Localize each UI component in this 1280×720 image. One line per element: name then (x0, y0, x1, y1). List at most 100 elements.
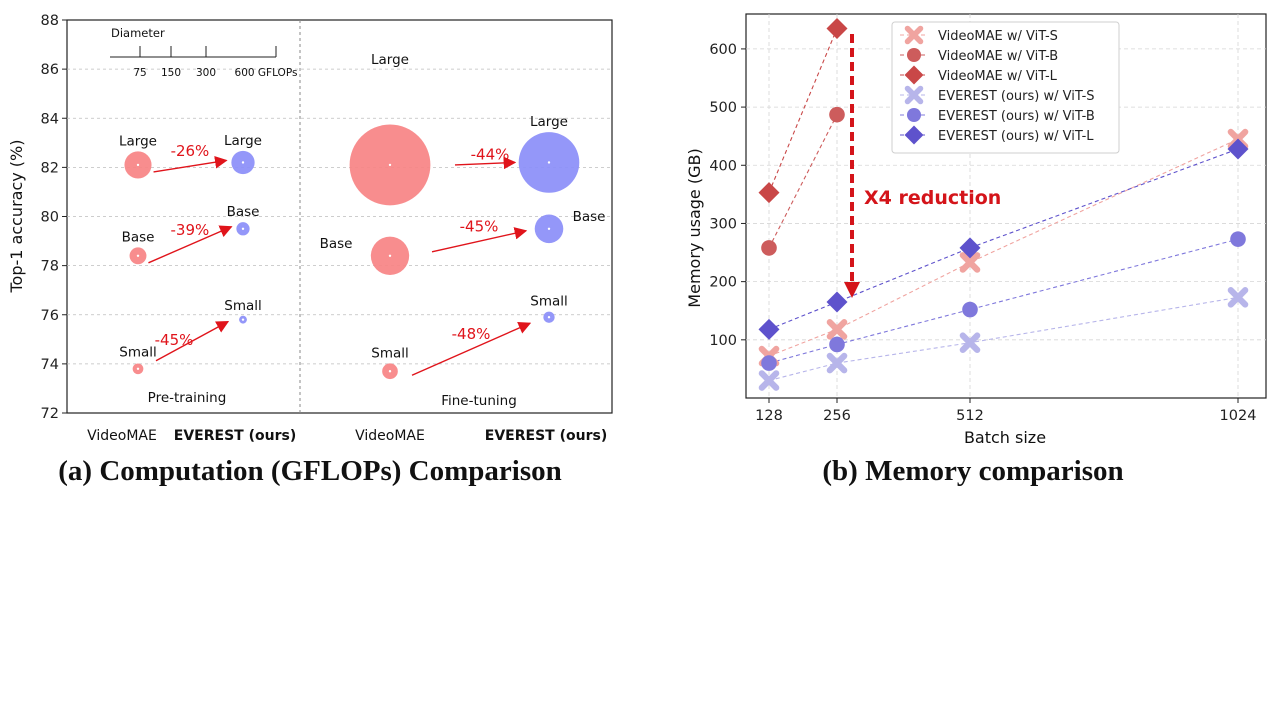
bubble-label: Large (224, 133, 262, 149)
bubble-label: Small (224, 298, 262, 314)
bubble-label: Base (573, 209, 606, 225)
series-marker-4 (1230, 231, 1246, 247)
panel-label-pretraining: Pre-training (148, 390, 227, 406)
chart-b-legend: VideoMAE w/ ViT-S VideoMAE w/ ViT-B VideoM… (891, 21, 1120, 154)
series-line-5 (768, 148, 1239, 330)
y-tick-label: 600 (709, 42, 737, 58)
bubble-label: Base (122, 229, 155, 245)
category-videomae-finetune: VideoMAE (355, 428, 425, 444)
chart-b-x-axis-label: Batch size (964, 428, 1046, 447)
series-line-3 (768, 296, 1239, 382)
y-tick-label: 80 (41, 210, 59, 226)
legend-label: VideoMAE w/ ViT-L (938, 69, 1058, 84)
series-marker-4 (829, 336, 845, 353)
bubble-center (241, 318, 245, 321)
legend-marker (904, 125, 924, 145)
diameter-legend-label: 150 (161, 67, 181, 79)
bubble-label: Small (119, 344, 157, 360)
y-tick-label: 88 (41, 13, 59, 29)
legend-marker (904, 25, 924, 45)
y-tick-label: 400 (709, 158, 737, 174)
bubble-label: Large (530, 114, 568, 130)
legend-label: EVEREST (ours) w/ ViT-L (938, 129, 1094, 144)
caption-a: (a) Computation (GFLOPs) Comparison (58, 455, 561, 487)
y-tick-label: 76 (41, 308, 59, 324)
bubble-center (136, 163, 140, 167)
series-marker-0 (959, 252, 981, 273)
y-tick-label: 200 (709, 275, 737, 291)
y-tick-label: 84 (41, 111, 59, 127)
x-tick-label: 128 (755, 408, 783, 424)
y-tick-label: 300 (709, 216, 737, 232)
diameter-legend: Diameter 75 150 300 600 GFLOPs (110, 26, 297, 79)
series-marker-5 (826, 291, 848, 313)
chart-b-markers (758, 18, 1249, 391)
reduction-label-base: -39% (171, 221, 210, 239)
y-tick-label: 82 (41, 160, 59, 176)
series-marker-5 (1227, 138, 1249, 160)
reduction-annotation: X4 reduction (864, 187, 1001, 209)
diameter-legend-label: 600 GFLOPs (235, 67, 298, 79)
y-tick-label: 72 (41, 406, 59, 422)
bubble-center (388, 163, 392, 167)
y-tick-label: 78 (41, 259, 59, 275)
y-tick-label: 74 (41, 357, 59, 373)
reduction-arrow-large (454, 156, 517, 170)
chart-a-arrows: -26% -39% -45% -44% -45% -48% (148, 142, 532, 376)
bubble-center (547, 227, 551, 230)
series-line-0 (768, 138, 1239, 357)
series-line-2 (768, 28, 838, 193)
y-tick-label: 86 (41, 62, 59, 78)
chart-a-gridlines (67, 68, 612, 365)
bubble-center (388, 254, 392, 257)
reduction-label-large: -26% (171, 142, 210, 160)
legend-box (891, 21, 1120, 154)
chart-a-y-axis-label: Top-1 accuracy (%) (7, 140, 26, 294)
series-marker-0 (826, 319, 848, 340)
series-marker-3 (826, 352, 848, 374)
bubble-label: Large (371, 52, 409, 68)
reduction-arrow-small (411, 322, 532, 376)
bubble-center (241, 161, 245, 164)
series-marker-1 (761, 240, 777, 256)
bubble-center (547, 316, 551, 319)
panel-label-finetuning: Fine-tuning (441, 393, 517, 409)
series-marker-3 (1227, 287, 1249, 308)
bubble-center (241, 227, 245, 230)
category-videomae-pretrain: VideoMAE (87, 428, 157, 444)
diameter-legend-title: Diameter (111, 26, 165, 40)
legend-label: VideoMAE w/ ViT-S (938, 29, 1058, 44)
chart-b-x-ticks: 128 256 512 1024 (755, 398, 1256, 424)
legend-label: EVEREST (ours) w/ ViT-B (938, 109, 1095, 124)
caption-b: (b) Memory comparison (822, 455, 1123, 487)
bubble-center (547, 161, 551, 164)
bubble-label: Small (530, 294, 568, 310)
chart-b-y-axis-label: Memory usage (GB) (685, 148, 704, 307)
bubble-label: Small (371, 345, 409, 361)
y-tick-label: 500 (709, 100, 737, 116)
legend-entries: VideoMAE w/ ViT-S VideoMAE w/ ViT-B VideoM… (900, 25, 1095, 145)
reduction-arrow-base (431, 227, 528, 253)
reduction-label-base: -45% (460, 217, 499, 235)
computation-chart: 72 74 76 78 80 82 84 86 88 Top-1 accuracy (%) Di… (7, 13, 613, 487)
series-marker-4 (962, 301, 978, 318)
chart-a-bubbles: Large Large Base Base Small Small Large Large Ba… (119, 52, 606, 380)
series-marker-3 (959, 332, 981, 354)
bubble-center (136, 254, 140, 257)
series-marker-3 (758, 370, 780, 391)
bubble-label: Base (227, 204, 260, 220)
y-tick-label: 100 (709, 333, 737, 349)
series-marker-4 (761, 355, 777, 371)
bubble-label: Large (119, 133, 157, 149)
legend-label: EVEREST (ours) w/ ViT-S (938, 89, 1095, 104)
reduction-arrow-base (148, 225, 233, 264)
reduction-label-small: -45% (155, 331, 194, 349)
x-tick-label: 256 (823, 408, 851, 424)
legend-marker (904, 65, 924, 85)
legend-marker (906, 47, 922, 63)
legend-label: VideoMAE w/ ViT-B (938, 49, 1058, 64)
chart-b-y-ticks: 100 200 300 400 500 600 (709, 42, 746, 349)
legend-marker (904, 85, 924, 105)
category-everest-finetune: EVEREST (ours) (485, 428, 607, 444)
